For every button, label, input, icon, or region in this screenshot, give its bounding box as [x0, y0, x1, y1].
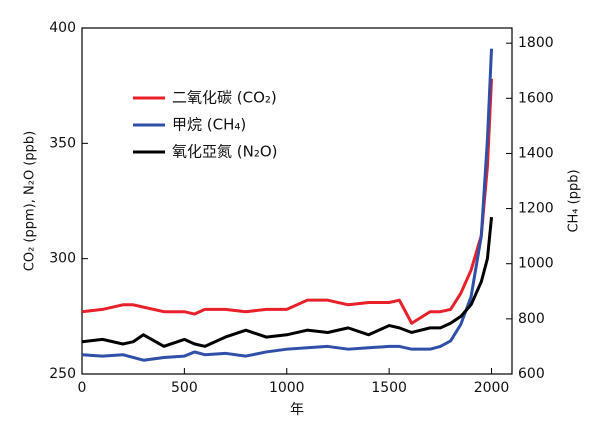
y-tick-label: 300 [49, 251, 76, 267]
x-axis-label: 年 [290, 402, 304, 418]
y2-tick-label: 600 [518, 366, 545, 382]
x-tick-label: 500 [171, 380, 198, 396]
series-line [81, 48, 494, 362]
series-line [81, 216, 494, 348]
series-line [81, 78, 494, 325]
legend-label: 甲烷 (CH₄) [172, 116, 246, 134]
y-tick-label: 350 [49, 135, 76, 151]
x-tick-label: 0 [78, 380, 87, 396]
x-tick-label: 1500 [371, 380, 407, 396]
legend-label: 二氧化碳 (CO₂) [172, 89, 277, 107]
y-tick-label: 250 [49, 366, 76, 382]
legend-label: 氧化亞氮 (N₂O) [172, 143, 278, 161]
x-tick-label: 2000 [474, 380, 510, 396]
y2-tick-label: 1400 [518, 145, 554, 161]
y2-tick-label: 1800 [518, 35, 554, 51]
y-axis-label: CO₂ (ppm), N₂O (ppb) [23, 131, 38, 271]
x-tick-label: 1000 [269, 380, 305, 396]
y2-tick-label: 1000 [518, 256, 554, 272]
plot-frame [81, 27, 513, 375]
y2-tick-label: 1600 [518, 90, 554, 106]
y2-tick-label: 1200 [518, 201, 554, 217]
y2-axis-label: CH₄ (ppb) [567, 169, 582, 232]
y2-tick-label: 800 [518, 311, 545, 327]
y-tick-label: 400 [49, 20, 76, 36]
